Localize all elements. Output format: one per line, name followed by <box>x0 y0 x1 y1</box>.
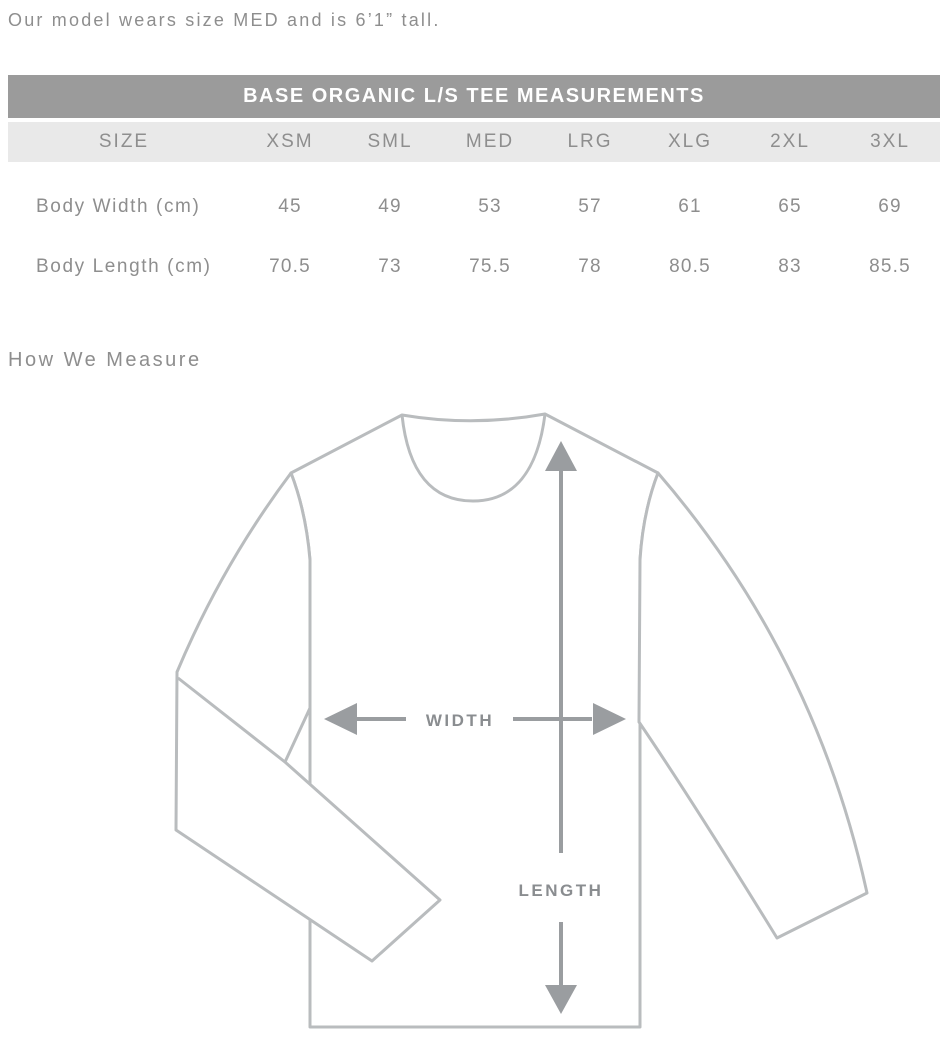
length-arrow-label: LENGTH <box>519 881 604 900</box>
length-arrow: LENGTH <box>519 441 604 1014</box>
shirt-diagram: WIDTH LENGTH <box>0 400 948 1047</box>
body-length-2xl: 83 <box>778 256 802 277</box>
table-title: BASE ORGANIC L/S TEE MEASUREMENTS <box>243 85 705 107</box>
how-we-measure-heading: How We Measure <box>8 349 202 371</box>
width-arrow-right-head <box>593 703 626 735</box>
long-sleeve-tee-illustration: WIDTH LENGTH <box>174 412 869 1029</box>
body-length-lrg: 78 <box>578 256 602 277</box>
elbow-fold-line <box>177 676 286 764</box>
model-size-note: Our model wears size MED and is 6’1” tal… <box>8 10 441 30</box>
body-width-sml: 49 <box>378 196 402 217</box>
column-header-2xl: 2XL <box>770 131 810 152</box>
table-spacer <box>8 162 940 177</box>
body-width-med: 53 <box>478 196 502 217</box>
table-title-bar: BASE ORGANIC L/S TEE MEASUREMENTS <box>8 75 940 118</box>
body-width-row: Body Width (cm) 45 49 53 57 61 65 69 <box>8 177 940 237</box>
body-length-xsm: 70.5 <box>269 256 311 277</box>
column-header-size: SIZE <box>98 131 150 152</box>
column-header-sml: SML <box>367 131 413 152</box>
right-sleeve <box>637 471 869 940</box>
body-length-3xl: 85.5 <box>869 256 911 277</box>
row-label: Body Length (cm) <box>36 256 212 277</box>
length-arrow-bottom-head <box>545 985 577 1014</box>
shirt-collar <box>400 413 547 503</box>
row-label: Body Width (cm) <box>36 196 201 217</box>
column-header-xsm: XSM <box>266 131 314 152</box>
width-arrow-label: WIDTH <box>426 711 494 730</box>
body-width-xsm: 45 <box>278 196 302 217</box>
left-sleeve <box>174 471 442 963</box>
body-width-2xl: 65 <box>778 196 802 217</box>
column-header-3xl: 3XL <box>870 131 910 152</box>
body-length-sml: 73 <box>378 256 402 277</box>
column-header-lrg: LRG <box>567 131 613 152</box>
width-arrow-left-head <box>324 703 357 735</box>
body-width-xlg: 61 <box>678 196 702 217</box>
body-length-xlg: 80.5 <box>669 256 711 277</box>
length-arrow-top-head <box>545 441 577 471</box>
body-width-3xl: 69 <box>878 196 902 217</box>
body-length-med: 75.5 <box>469 256 511 277</box>
width-arrow: WIDTH <box>324 703 626 735</box>
body-length-row: Body Length (cm) 70.5 73 75.5 78 80.5 83… <box>8 237 940 297</box>
body-width-lrg: 57 <box>578 196 602 217</box>
measurements-table: BASE ORGANIC L/S TEE MEASUREMENTS SIZE X… <box>8 75 940 297</box>
column-header-xlg: XLG <box>667 131 713 152</box>
size-header-row: SIZE XSM SML MED LRG XLG 2XL 3XL <box>8 122 940 162</box>
column-header-med: MED <box>465 131 515 152</box>
